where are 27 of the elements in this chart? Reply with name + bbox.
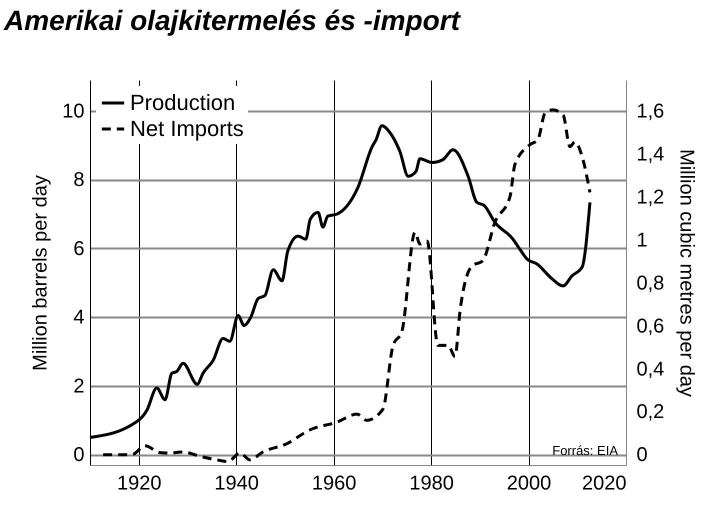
x-tick-label: 2000: [506, 472, 552, 494]
chart-title: Amerikai olajkitermelés és -import: [3, 5, 462, 36]
y2-tick-label: 0,2: [636, 401, 664, 424]
y-tick-label: 2: [73, 375, 84, 398]
y-axis-title: Million barrels per day: [29, 175, 52, 371]
y-tick-label: 0: [73, 444, 84, 466]
y2-tick-label: 0,4: [636, 358, 664, 380]
y2-tick-label: 1,2: [636, 186, 664, 208]
y2-axis-title: Million cubic metres per day: [675, 149, 698, 397]
y-tick-label: 8: [73, 169, 84, 192]
x-tick-label: 1960: [312, 472, 356, 494]
y2-tick-label: 1,6: [636, 100, 664, 122]
y2-tick-label: 0: [636, 444, 648, 466]
legend-label: Production: [130, 90, 236, 115]
x-tick-label: 2020: [582, 472, 626, 494]
legend-label: Net Imports: [130, 116, 244, 141]
x-tick-label: 1940: [214, 472, 259, 494]
y-tick-label: 4: [73, 306, 84, 329]
y2-tick-label: 0,8: [636, 272, 664, 294]
annotation: Forrás: EIA: [552, 443, 618, 458]
x-tick-label: 1980: [409, 472, 454, 494]
y2-tick-label: 0,6: [636, 315, 664, 338]
y2-tick-label: 1,4: [636, 143, 664, 166]
x-tick-label: 1920: [116, 472, 162, 494]
y-tick-label: 10: [62, 100, 84, 122]
y-tick-label: 6: [73, 238, 84, 260]
y2-tick-label: 1: [636, 229, 648, 252]
